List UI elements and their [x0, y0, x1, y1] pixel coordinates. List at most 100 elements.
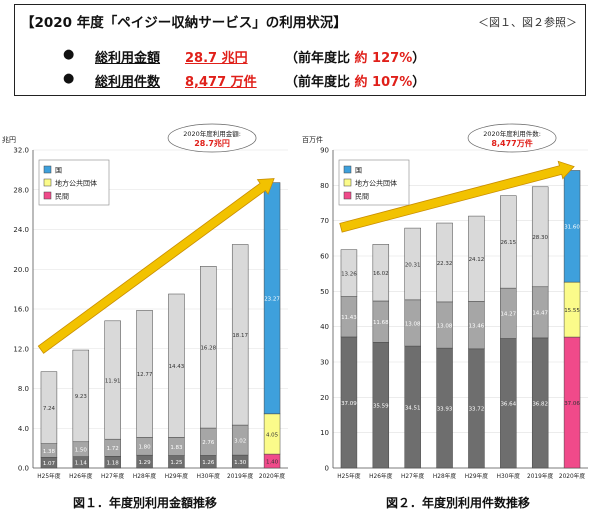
amount-xtick-label: H25年度 [37, 472, 61, 480]
amount-unit-label: 兆円 [2, 135, 16, 144]
amount-bar-kuni [72, 349, 90, 443]
amount-callout-bubble [167, 123, 257, 153]
count-xtick-label: 2020年度 [559, 472, 586, 480]
count-data-label: 11.43 [341, 315, 357, 321]
amount-bar-kuni [231, 244, 249, 426]
amount-xtick-label: H27年度 [101, 472, 125, 480]
count-bar-kuni [340, 249, 358, 297]
count-bar-kuni [404, 227, 421, 301]
amount-legend-swatch [43, 191, 52, 200]
amount-data-label: 11.91 [105, 378, 121, 384]
summary-title: 【2020 年度「ペイジー収納サービス」の利用状況】 [21, 15, 347, 31]
summary-row-count: ● 総利用件数 8,477 万件 （前年度比 約 107%） [15, 71, 585, 91]
amount-ytick-label: 8.0 [18, 385, 29, 393]
count-bar-kuni [372, 244, 390, 302]
count-data-label: 15.55 [564, 308, 580, 314]
count-data-label: 16.02 [373, 271, 389, 277]
chart-amount-svg: 兆円 0.0 4.0 8.0 12.0 16.0 20.0 24.0 28.0 32.0 1.07 1… [2, 123, 288, 480]
count-data-label: 37.09 [341, 401, 357, 407]
amount-xtick-label: H30年度 [197, 472, 221, 480]
count-data-label: 35.59 [373, 403, 389, 409]
count-callout-line2: 8,477万件 [491, 138, 532, 148]
amount-data-label: 1.40 [266, 459, 279, 465]
amount-data-label: 12.77 [137, 372, 153, 378]
count-ytick-label: 0 [325, 465, 329, 473]
amount-data-label: 23.27 [264, 297, 280, 303]
count-data-label: 20.31 [405, 262, 421, 268]
amount-xtick-label: H29年度 [165, 472, 189, 480]
count-ytick-label: 90 [320, 147, 329, 155]
bullet-icon: ● [63, 47, 75, 62]
amount-xtick-label: H28年度 [133, 472, 157, 480]
count-data-label: 13.08 [437, 323, 453, 329]
summary-reference: ＜図１、図２参照＞ [478, 16, 577, 29]
amount-legend-label: 国 [55, 167, 62, 175]
count-ytick-label: 30 [320, 359, 329, 367]
amount-data-label: 1.50 [75, 448, 88, 454]
count-data-label: 36.64 [500, 402, 516, 408]
count-legend-label: 民間 [355, 193, 369, 201]
count-ytick-label: 10 [320, 429, 329, 437]
count-ytick-label: 60 [320, 253, 329, 261]
amount-trend-arrow [37, 178, 275, 354]
count-data-label: 14.47 [532, 311, 548, 317]
amount-data-label: 1.30 [234, 460, 247, 466]
amount-ytick-label: 16.0 [13, 306, 29, 314]
count-ytick-label: 40 [320, 323, 329, 331]
count-callout-line1: 2020年度利用件数: [483, 129, 541, 138]
amount-xtick-label: 2019年度 [227, 472, 254, 480]
amount-value: 28.7 兆円 [185, 51, 248, 66]
count-legend-label: 国 [355, 167, 362, 175]
chart-amount-caption: 図１．年度別利用金額推移 [73, 496, 218, 510]
count-data-label: 33.93 [437, 406, 453, 412]
count-data-label: 33.72 [469, 407, 485, 413]
count-bar-kuni [468, 215, 485, 302]
chart-count-caption: 図２．年度別利用件数推移 [386, 496, 531, 510]
count-comparison-value: 約 107% [354, 75, 413, 90]
count-legend-label: 地方公共団体 [355, 179, 397, 188]
amount-ytick-label: 20.0 [13, 266, 29, 274]
count-trend-arrow [339, 160, 575, 233]
chart-amount: 兆円 0.0 4.0 8.0 12.0 16.0 20.0 24.0 28.0 32.0 1.07 1… [0, 123, 300, 488]
amount-ytick-label: 28.0 [13, 186, 29, 194]
amount-legend-swatch [43, 178, 52, 187]
amount-comparison-value: 約 127% [354, 51, 413, 66]
count-xtick-label: H30年度 [497, 472, 521, 480]
count-comparison: （前年度比 約 107%） [285, 75, 426, 90]
amount-data-label: 2.76 [202, 440, 215, 446]
count-data-label: 14.27 [500, 312, 516, 318]
count-xtick-label: H29年度 [465, 472, 489, 480]
amount-data-label: 1.80 [138, 445, 151, 451]
amount-data-label: 1.07 [43, 461, 56, 467]
count-callout-bubble [467, 123, 557, 153]
amount-data-label: 3.02 [234, 438, 246, 444]
amount-data-label: 1.14 [75, 461, 88, 467]
count-bar-kuni [531, 186, 549, 288]
amount-legend-label: 民間 [55, 193, 69, 201]
count-ytick-label: 80 [320, 182, 329, 190]
count-label: 総利用件数 [95, 75, 161, 90]
amount-data-label: 7.24 [43, 406, 56, 412]
count-xtick-label: H27年度 [401, 472, 425, 480]
count-bar-kuni [436, 222, 453, 303]
count-data-label: 31.60 [564, 225, 580, 231]
count-bar-kuni [563, 170, 581, 283]
count-legend-swatch [343, 191, 352, 200]
count-data-label: 13.46 [469, 323, 485, 329]
count-xtick-label: H25年度 [337, 472, 361, 480]
count-data-label: 22.32 [437, 261, 453, 267]
amount-xtick-label: H26年度 [69, 472, 93, 480]
count-data-label: 28.30 [532, 235, 548, 241]
amount-data-label: 9.23 [75, 394, 88, 400]
count-xtick-label: H28年度 [433, 472, 457, 480]
amount-bar-kuni [168, 293, 185, 438]
amount-bar-kuni [40, 371, 58, 444]
amount-bar-kuni [104, 320, 121, 440]
count-legend-swatch [343, 178, 352, 187]
amount-data-label: 1.25 [170, 460, 183, 466]
count-data-label: 11.68 [373, 320, 389, 326]
amount-ytick-label: 0.0 [18, 465, 29, 473]
bullet-icon: ● [63, 71, 75, 86]
count-legend-swatch [343, 165, 352, 174]
count-ytick-label: 50 [320, 288, 329, 296]
